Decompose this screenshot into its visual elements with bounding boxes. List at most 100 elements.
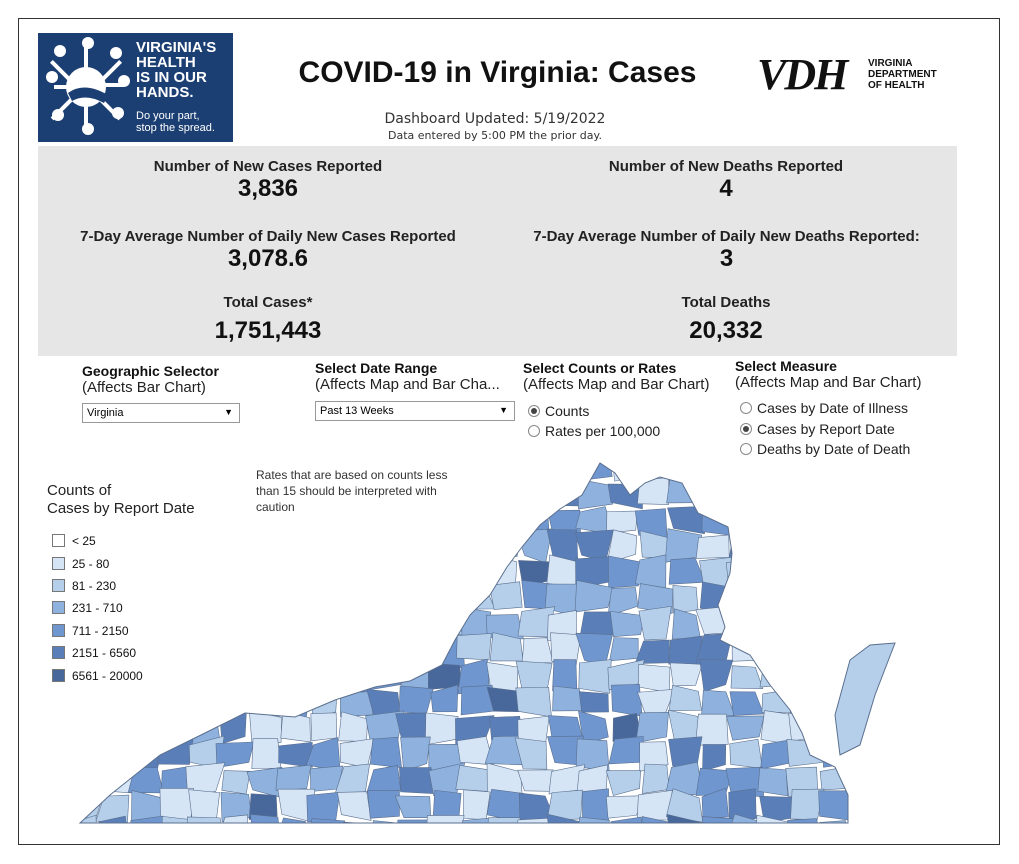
map-county[interactable] bbox=[366, 455, 398, 485]
map-county[interactable] bbox=[701, 787, 729, 819]
map-county[interactable] bbox=[307, 818, 346, 830]
map-county[interactable] bbox=[125, 609, 164, 642]
map-county[interactable] bbox=[517, 769, 556, 792]
map-county[interactable] bbox=[907, 713, 920, 745]
map-county[interactable] bbox=[70, 742, 106, 772]
map-county[interactable] bbox=[546, 482, 579, 507]
map-county[interactable] bbox=[70, 715, 101, 746]
map-county[interactable] bbox=[367, 633, 402, 663]
map-county[interactable] bbox=[95, 711, 133, 747]
map-county[interactable] bbox=[215, 637, 253, 668]
map-county[interactable] bbox=[215, 582, 254, 616]
map-county[interactable] bbox=[605, 795, 646, 819]
map-county[interactable] bbox=[340, 587, 374, 615]
map-county[interactable] bbox=[278, 456, 312, 480]
map-county[interactable] bbox=[727, 528, 764, 565]
map-county[interactable] bbox=[98, 509, 133, 532]
radio-rates[interactable]: Rates per 100,000 bbox=[528, 423, 660, 439]
map-county[interactable] bbox=[247, 632, 285, 664]
map-county[interactable] bbox=[70, 480, 103, 507]
map-county[interactable] bbox=[162, 607, 190, 639]
map-county[interactable] bbox=[367, 789, 400, 819]
map-county[interactable] bbox=[906, 738, 920, 767]
map-county[interactable] bbox=[95, 762, 134, 794]
map-county[interactable] bbox=[99, 559, 131, 586]
map-county[interactable] bbox=[725, 556, 764, 590]
map-county[interactable] bbox=[787, 685, 825, 716]
map-county[interactable] bbox=[729, 476, 762, 510]
map-county[interactable] bbox=[186, 612, 223, 639]
map-county[interactable] bbox=[820, 580, 849, 614]
map-county[interactable] bbox=[160, 687, 192, 717]
map-county[interactable] bbox=[246, 532, 280, 562]
map-county[interactable] bbox=[668, 455, 701, 482]
map-county[interactable] bbox=[695, 605, 732, 635]
map-county[interactable] bbox=[282, 612, 316, 638]
map-county[interactable] bbox=[847, 789, 882, 823]
map-county[interactable] bbox=[247, 580, 278, 615]
map-county[interactable] bbox=[157, 738, 194, 765]
map-county[interactable] bbox=[70, 633, 103, 667]
map-county[interactable] bbox=[277, 684, 311, 717]
map-county[interactable] bbox=[518, 455, 556, 486]
map-county[interactable] bbox=[905, 478, 920, 508]
radio-deaths-by-date[interactable]: Deaths by Date of Death bbox=[740, 441, 910, 457]
map-county[interactable] bbox=[609, 610, 645, 638]
map-county[interactable] bbox=[485, 614, 524, 640]
map-county[interactable] bbox=[275, 817, 307, 830]
map-county[interactable] bbox=[430, 684, 459, 713]
map-county[interactable] bbox=[787, 455, 825, 484]
map-county[interactable] bbox=[309, 475, 341, 507]
map-county[interactable] bbox=[909, 607, 920, 641]
map-county[interactable] bbox=[550, 458, 582, 482]
map-county[interactable] bbox=[818, 530, 854, 559]
map-county[interactable] bbox=[514, 737, 548, 770]
map-county[interactable] bbox=[819, 820, 855, 830]
map-county[interactable] bbox=[876, 764, 913, 797]
map-county[interactable] bbox=[637, 477, 670, 505]
map-county[interactable] bbox=[463, 789, 491, 820]
map-county[interactable] bbox=[129, 556, 157, 587]
map-county[interactable] bbox=[574, 579, 615, 613]
map-county[interactable] bbox=[431, 612, 464, 637]
map-county[interactable] bbox=[186, 631, 221, 668]
map-county[interactable] bbox=[729, 738, 763, 769]
map-county[interactable] bbox=[424, 581, 462, 608]
map-county[interactable] bbox=[394, 795, 432, 819]
map-county[interactable] bbox=[609, 637, 639, 662]
map-county[interactable] bbox=[851, 614, 876, 638]
virginia-county-map[interactable] bbox=[70, 455, 920, 830]
map-county[interactable] bbox=[460, 502, 492, 530]
map-county[interactable] bbox=[727, 580, 761, 614]
map-county[interactable] bbox=[844, 587, 885, 615]
map-county[interactable] bbox=[463, 455, 492, 478]
map-county[interactable] bbox=[251, 738, 282, 769]
map-county[interactable] bbox=[125, 475, 165, 509]
map-county[interactable] bbox=[876, 557, 914, 582]
map-county[interactable] bbox=[875, 740, 910, 771]
map-county[interactable] bbox=[337, 791, 372, 821]
map-county[interactable] bbox=[521, 637, 554, 664]
map-county[interactable] bbox=[756, 455, 795, 478]
map-county[interactable] bbox=[161, 662, 191, 691]
map-county[interactable] bbox=[130, 509, 158, 532]
map-county[interactable] bbox=[909, 637, 920, 666]
map-county[interactable] bbox=[816, 501, 853, 538]
map-county[interactable] bbox=[489, 475, 521, 512]
map-county[interactable] bbox=[74, 766, 105, 793]
map-county[interactable] bbox=[215, 658, 255, 694]
map-county[interactable] bbox=[398, 685, 434, 714]
map-county[interactable] bbox=[846, 506, 884, 536]
map-county[interactable] bbox=[278, 742, 313, 768]
map-county[interactable] bbox=[97, 605, 135, 642]
radio-cases-by-illness[interactable]: Cases by Date of Illness bbox=[740, 400, 908, 416]
map-county[interactable] bbox=[127, 815, 164, 830]
map-county[interactable] bbox=[877, 712, 910, 746]
map-county[interactable] bbox=[755, 530, 795, 558]
map-county[interactable] bbox=[70, 585, 99, 614]
map-county[interactable] bbox=[634, 639, 670, 664]
map-county[interactable] bbox=[849, 530, 885, 559]
map-county[interactable] bbox=[877, 791, 909, 820]
map-county[interactable] bbox=[913, 688, 920, 719]
map-county[interactable] bbox=[70, 532, 98, 561]
